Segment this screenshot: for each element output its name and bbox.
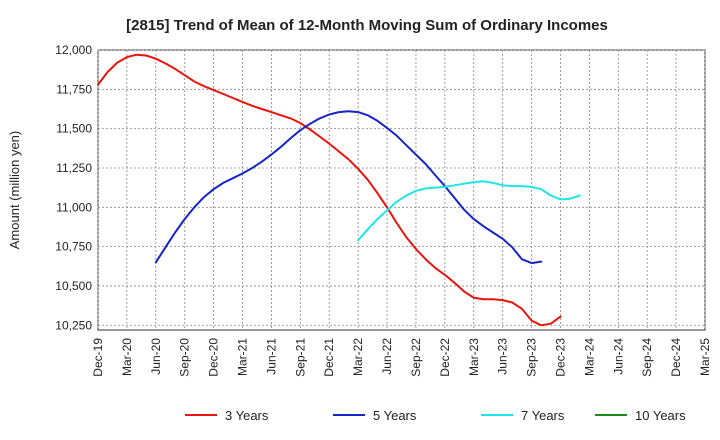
y-tick-label: 10,250 bbox=[55, 318, 92, 332]
x-tick-label: Dec-19 bbox=[91, 338, 105, 377]
y-tick-label: 11,750 bbox=[56, 82, 92, 96]
x-tick-label: Mar-24 bbox=[582, 338, 596, 376]
x-tick-label: Mar-22 bbox=[351, 338, 365, 376]
legend-label-5-years: 5 Years bbox=[373, 408, 417, 423]
x-tick-label: Dec-20 bbox=[207, 338, 221, 377]
y-tick-label: 11,250 bbox=[56, 161, 92, 175]
x-tick-label: Jun-21 bbox=[264, 338, 278, 375]
plot-area: 10,250 10,500 10,750 11,000 11,250 11,500 11,7… bbox=[55, 43, 712, 377]
x-tick-label: Dec-24 bbox=[669, 338, 683, 377]
x-tick-label: Dec-21 bbox=[322, 338, 336, 377]
x-tick-label: Jun-23 bbox=[496, 338, 510, 375]
x-tick-label: Sep-20 bbox=[178, 338, 192, 377]
x-tick-label: Sep-23 bbox=[525, 338, 539, 377]
series-line-7-years bbox=[357, 180, 581, 242]
legend-label-7-years: 7 Years bbox=[521, 408, 565, 423]
x-tick-label: Dec-23 bbox=[553, 338, 567, 377]
series-line-5-years bbox=[154, 110, 543, 265]
y-tick-label: 11,500 bbox=[56, 122, 92, 136]
plot-frame bbox=[97, 49, 706, 331]
x-tick-label: Sep-24 bbox=[640, 338, 654, 377]
chart-title: [2815] Trend of Mean of 12-Month Moving … bbox=[126, 17, 608, 34]
y-tick-label: 10,500 bbox=[55, 279, 92, 293]
x-tick-label: Sep-22 bbox=[409, 338, 423, 377]
legend-label-10-years: 10 Years bbox=[635, 408, 686, 423]
x-tick-label: Jun-24 bbox=[611, 338, 625, 375]
y-tick-label: 10,750 bbox=[55, 240, 92, 254]
x-tick-label: Jun-20 bbox=[149, 338, 163, 375]
x-tick-label: Mar-20 bbox=[120, 338, 134, 376]
y-tick-label: 11,000 bbox=[56, 200, 92, 214]
x-tick-label: Sep-21 bbox=[293, 338, 307, 377]
legend: 3 Years 5 Years 7 Years 10 Years bbox=[185, 408, 686, 423]
series-line-3-years bbox=[97, 53, 562, 327]
x-tick-label: Mar-25 bbox=[698, 338, 712, 376]
x-tick-label: Dec-22 bbox=[438, 338, 452, 377]
x-tick-label: Mar-23 bbox=[467, 338, 481, 376]
y-tick-label: 12,000 bbox=[55, 43, 92, 57]
x-tick-label: Jun-22 bbox=[380, 338, 394, 375]
x-tick-label: Mar-21 bbox=[236, 338, 250, 376]
y-axis-label: Amount (million yen) bbox=[7, 131, 22, 250]
legend-label-3-years: 3 Years bbox=[225, 408, 269, 423]
